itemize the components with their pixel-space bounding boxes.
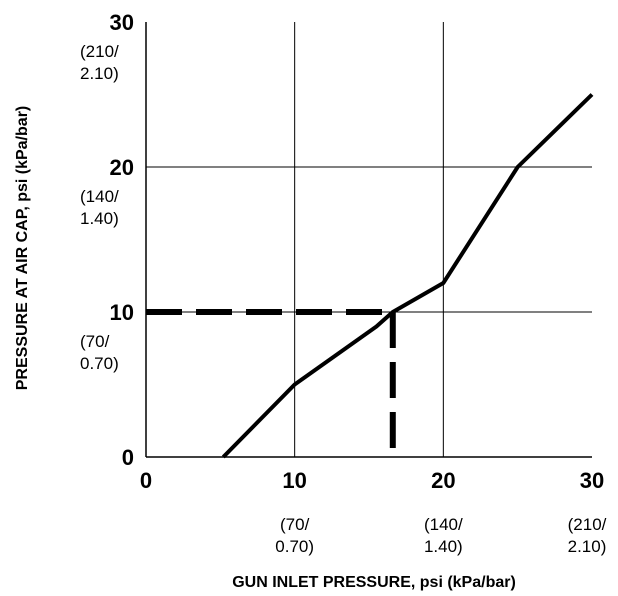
y-tick-sublabel-3-0: (210/: [80, 42, 119, 61]
series: [221, 93, 594, 459]
y-axis-ticks: 0 10(70/0.70) 20 (140/1.40) 30 (210/2.10): [80, 10, 134, 470]
y-axis-title: PRESSURE AT AIR CAP, psi (kPa/bar): [14, 106, 31, 391]
plot-frame: [145, 22, 592, 458]
y-tick-sublabel-2-0: (140/: [80, 187, 119, 206]
x-tick-sublabel-3-1: 2.10): [568, 537, 607, 556]
x-tick-label-1: 10: [282, 468, 306, 493]
x-tick-label-0: 0: [140, 468, 152, 493]
x-axis-title: GUN INLET PRESSURE, psi (kPa/bar): [232, 574, 516, 591]
x-axis-ticks: 0 10 (70/0.70) 20 (140/1.40) 30 (210/2.10): [140, 468, 607, 556]
x-tick-label-3: 30: [580, 468, 604, 493]
y-tick-sublabel-1-1: 0.70): [80, 354, 119, 373]
y-tick-sublabel-2-1: 1.40): [80, 209, 119, 228]
x-tick-sublabel-1-0: (70/: [280, 515, 310, 534]
y-tick-label-0: 0: [122, 445, 134, 470]
x-tick-sublabel-3-0: (210/: [568, 515, 607, 534]
grid: [146, 22, 592, 457]
reference-lines: [146, 309, 396, 457]
series-line-0: [221, 93, 594, 459]
y-tick-label-3: 30: [110, 10, 134, 35]
x-tick-sublabel-1-1: 0.70): [275, 537, 314, 556]
x-tick-label-2: 20: [431, 468, 455, 493]
y-tick-sublabel-1-0: (70/: [80, 332, 110, 351]
y-tick-label-1: 10: [110, 300, 134, 325]
y-tick-sublabel-3-1: 2.10): [80, 64, 119, 83]
x-tick-sublabel-2-0: (140/: [424, 515, 463, 534]
y-tick-label-2: 20: [110, 155, 134, 180]
x-tick-sublabel-2-1: 1.40): [424, 537, 463, 556]
